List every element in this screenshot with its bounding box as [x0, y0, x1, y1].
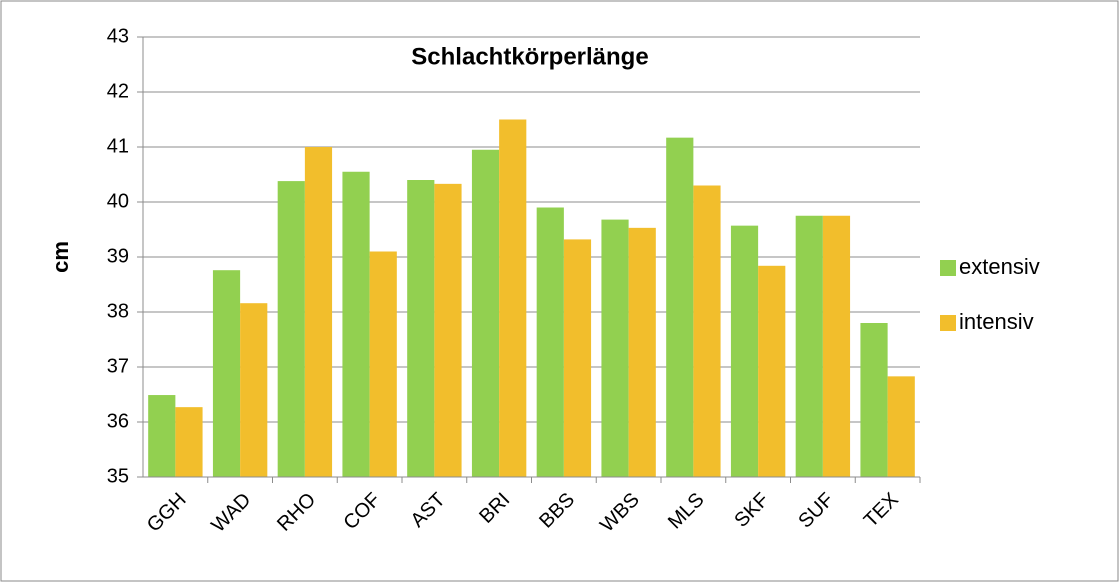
bar [666, 137, 694, 477]
y-tick-label: 43 [107, 25, 129, 47]
y-tick-label: 40 [107, 190, 129, 212]
bar [434, 183, 462, 477]
y-tick-label: 37 [107, 355, 129, 377]
legend-swatch [940, 260, 956, 276]
y-tick-label: 41 [107, 135, 129, 157]
bar [860, 323, 888, 477]
y-tick-label: 42 [107, 80, 129, 102]
bar [499, 119, 527, 477]
legend-swatch [940, 315, 956, 331]
bar [693, 185, 721, 477]
legend-label: extensiv [959, 254, 1040, 279]
bar [342, 171, 370, 477]
bar [175, 407, 203, 477]
y-axis-label: cm [48, 241, 73, 273]
bar [369, 251, 397, 477]
bar [795, 215, 823, 477]
legend-label: intensiv [959, 309, 1034, 334]
bar [628, 227, 656, 477]
bar [563, 239, 592, 477]
bar [536, 207, 564, 477]
chart-title: Schlachtkörperlänge [411, 43, 648, 70]
bar [407, 180, 435, 477]
y-tick-label: 36 [107, 410, 129, 432]
bar [758, 265, 786, 477]
bar [887, 376, 915, 477]
bar [730, 225, 759, 477]
bar [822, 215, 851, 477]
bar [212, 270, 241, 477]
bar [471, 149, 500, 477]
bar [601, 219, 629, 477]
y-tick-label: 39 [107, 245, 129, 267]
y-tick-label: 38 [107, 300, 129, 322]
y-tick-label: 35 [107, 465, 129, 487]
bar [277, 181, 305, 477]
bar [304, 147, 333, 477]
bar [240, 303, 268, 477]
bar [148, 395, 176, 477]
